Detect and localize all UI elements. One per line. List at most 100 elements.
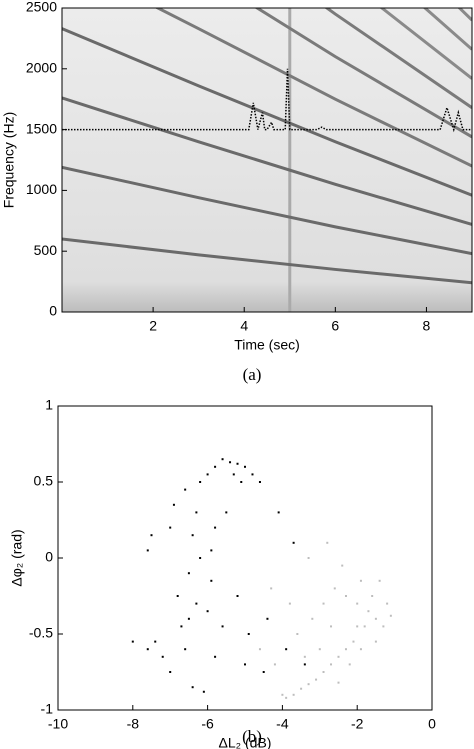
- point: [382, 625, 385, 628]
- point: [244, 465, 246, 468]
- x-tick-label: 0: [428, 716, 436, 732]
- point: [333, 587, 336, 590]
- point: [229, 461, 232, 464]
- x-axis-label: ΔL₂ (dB): [219, 735, 272, 749]
- point: [199, 481, 202, 483]
- point: [266, 617, 269, 620]
- point: [258, 648, 261, 651]
- point: [296, 633, 299, 635]
- point: [195, 602, 198, 605]
- point: [214, 655, 217, 658]
- harmonic-line: [62, 237, 472, 285]
- point: [150, 534, 153, 537]
- point: [378, 579, 381, 582]
- harmonic-line: [324, 8, 472, 109]
- point: [367, 610, 370, 613]
- harmonics: [62, 8, 472, 285]
- point: [273, 663, 276, 666]
- harmonic-line: [254, 8, 472, 139]
- point: [169, 671, 172, 673]
- point: [344, 648, 347, 651]
- point: [337, 681, 340, 684]
- point: [146, 549, 149, 552]
- y-tick-label: 1500: [26, 120, 57, 136]
- y-tick-label: 2500: [26, 0, 57, 15]
- point: [214, 526, 217, 529]
- point: [191, 534, 194, 537]
- x-tick-label: -4: [276, 716, 289, 732]
- point: [322, 671, 325, 673]
- y-tick-label: 1: [45, 397, 53, 413]
- point: [371, 595, 374, 597]
- point: [206, 473, 209, 476]
- point: [318, 648, 321, 651]
- point: [187, 617, 190, 620]
- y-tick-label: 2000: [26, 60, 57, 76]
- point: [281, 693, 284, 696]
- point: [359, 579, 362, 582]
- point: [389, 614, 392, 617]
- point: [169, 526, 172, 529]
- point: [292, 693, 295, 696]
- harmonic-line: [154, 8, 472, 168]
- point: [221, 458, 224, 461]
- point: [180, 625, 183, 628]
- harmonic-line: [62, 165, 472, 256]
- y-axis-label: Δφ₂ (rad): [9, 529, 25, 586]
- point: [337, 655, 340, 658]
- x-tick-label: 2: [149, 318, 157, 334]
- point: [184, 488, 187, 491]
- point: [315, 678, 318, 681]
- point: [210, 579, 213, 582]
- point: [199, 557, 202, 559]
- point: [285, 648, 288, 651]
- point: [131, 640, 134, 643]
- point: [206, 610, 209, 613]
- point: [307, 557, 310, 559]
- point: [356, 625, 359, 628]
- point: [303, 663, 306, 666]
- caption: (a): [243, 365, 262, 384]
- point: [359, 648, 362, 651]
- y-tick-label: 500: [34, 242, 58, 258]
- point: [251, 473, 254, 476]
- x-tick-label: -8: [127, 716, 140, 732]
- point: [225, 511, 228, 514]
- point: [344, 595, 347, 597]
- point: [172, 503, 175, 506]
- x-axis-label: Time (sec): [234, 337, 300, 353]
- point: [330, 625, 333, 628]
- point: [262, 671, 265, 673]
- point: [236, 462, 239, 465]
- caption: (b): [242, 727, 262, 746]
- point: [386, 602, 389, 605]
- point: [221, 625, 224, 628]
- point: [288, 602, 291, 605]
- y-tick-label: 0: [49, 303, 57, 319]
- point: [330, 663, 333, 666]
- point: [146, 648, 149, 651]
- y-tick-label: 0: [45, 549, 53, 565]
- point: [240, 481, 243, 483]
- point: [307, 683, 310, 686]
- point: [187, 572, 190, 575]
- point: [363, 625, 366, 628]
- point: [202, 690, 205, 693]
- point: [303, 655, 306, 658]
- point: [195, 511, 198, 514]
- harmonic-line: [62, 27, 472, 197]
- point: [277, 511, 280, 514]
- point: [247, 633, 250, 635]
- point: [322, 602, 325, 605]
- point: [210, 549, 213, 552]
- point: [236, 595, 239, 597]
- point: [184, 648, 187, 651]
- point: [244, 663, 246, 666]
- point: [356, 602, 359, 605]
- plot-area: [131, 458, 392, 699]
- y-axis-label: Frequency (Hz): [1, 112, 17, 208]
- y-tick-label: 1000: [26, 181, 57, 197]
- x-tick-label: 4: [240, 318, 248, 334]
- y-tick-label: -1: [41, 701, 54, 717]
